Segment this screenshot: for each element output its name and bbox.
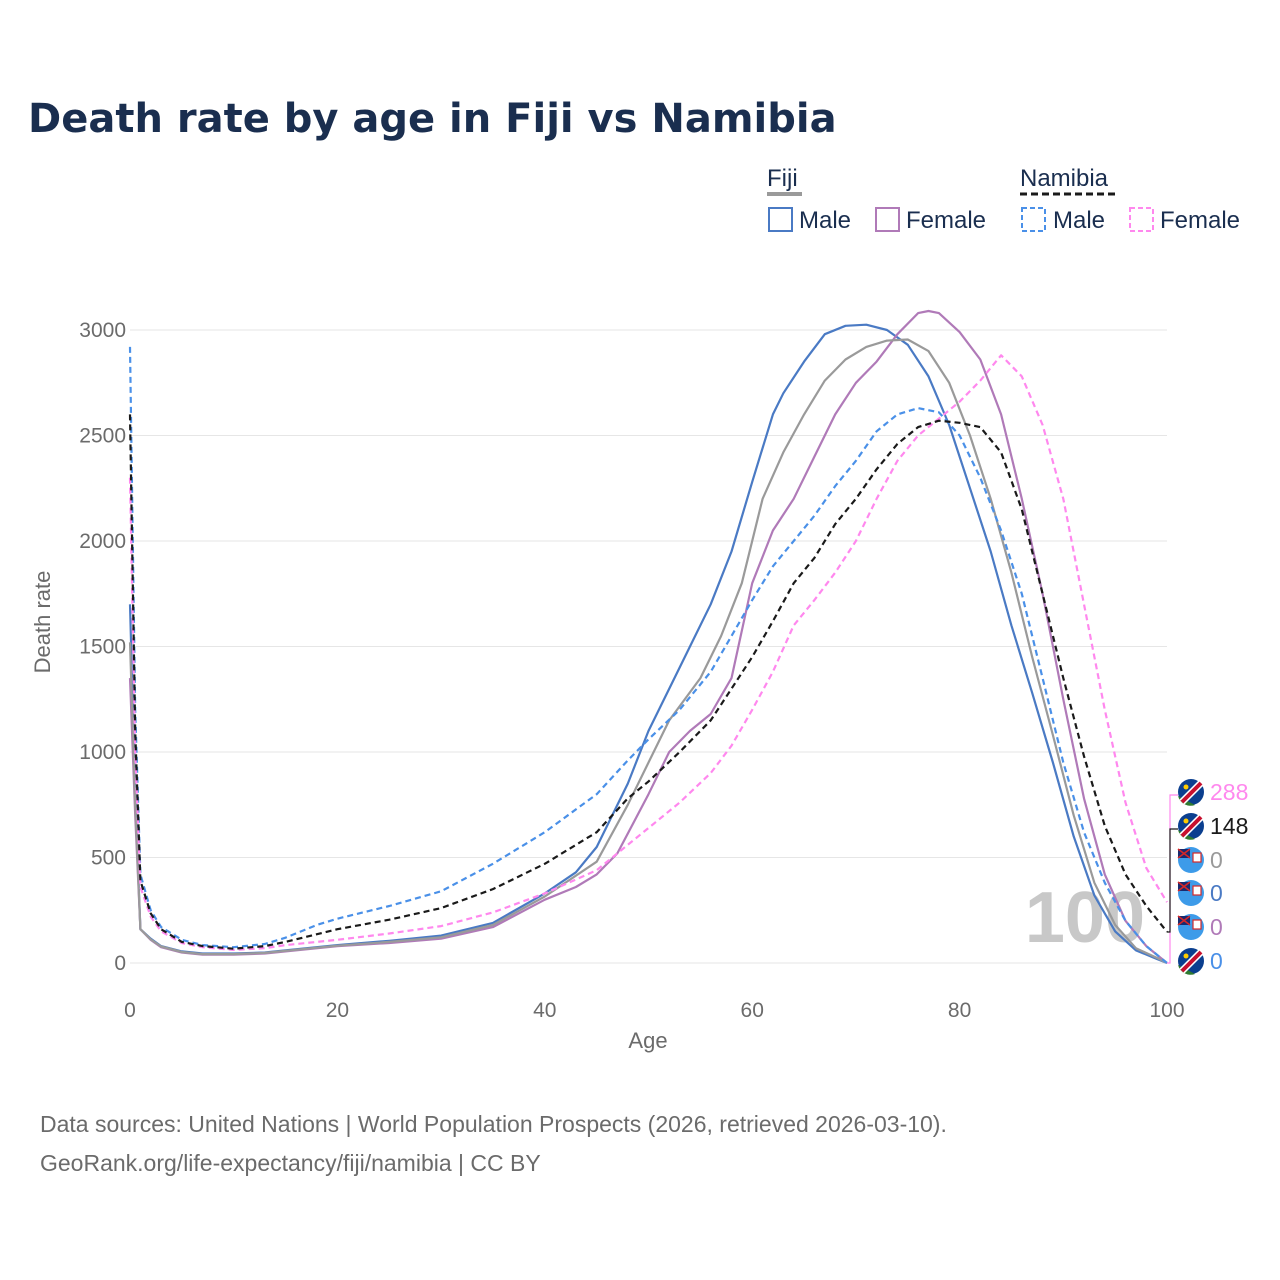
end-label-fiji-female: 0 (1177, 914, 1223, 940)
footer-url[interactable]: GeoRank.org/life-expectancy/fiji/namibia… (40, 1150, 541, 1176)
end-label-fiji-male: 0 (1177, 880, 1223, 906)
series-line-fiji-female[interactable] (128, 309, 1168, 964)
end-label-namibia-total: 148 (1178, 813, 1248, 840)
end-label-namibia-female: 288 (1178, 779, 1248, 806)
y-tick-label-500: 500 (91, 847, 126, 870)
end-value-fiji-total: 0 (1210, 847, 1223, 873)
fiji-flag-shield (1192, 919, 1202, 930)
legend-group-namibia: Namibia (1020, 165, 1109, 192)
legend-group-fiji: Fiji (767, 165, 798, 192)
x-tick-label-60: 60 (741, 999, 764, 1022)
series-lines (128, 309, 1168, 965)
legend-label-fiji-female: Female (906, 207, 986, 234)
footer-sources: Data sources: United Nations | World Pop… (40, 1111, 947, 1137)
legend-label-namibia-female: Female (1160, 207, 1240, 234)
series-line-namibia-male[interactable] (128, 346, 1168, 964)
legend: Fiji Namibia Male Female Male Female (767, 165, 1240, 234)
connector-namibia-female (1167, 794, 1178, 964)
y-axis-ticks: 0 500 1000 1500 2000 2500 3000 (79, 319, 126, 975)
legend-swatch-fiji-male (768, 207, 793, 232)
legend-swatch-fiji-female (875, 207, 900, 232)
age-watermark: 100 (1025, 878, 1145, 958)
y-tick-label-1000: 1000 (79, 741, 126, 764)
chart-title: Death rate by age in Fiji vs Namibia (28, 96, 837, 142)
y-tick-label-3000: 3000 (79, 319, 126, 342)
namibia-flag-sun (1183, 953, 1189, 959)
x-tick-label-100: 100 (1149, 999, 1184, 1022)
end-value-namibia-male: 0 (1210, 948, 1223, 974)
end-label-fiji-total: 0 (1177, 847, 1223, 873)
legend-swatch-namibia-male (1021, 207, 1046, 232)
fiji-flag-cross (1177, 848, 1191, 859)
namibia-flag-red (1180, 950, 1203, 973)
end-label-namibia-male: 0 (1178, 948, 1223, 975)
y-tick-label-2500: 2500 (79, 425, 126, 448)
x-tick-label-0: 0 (124, 999, 136, 1022)
legend-item-fiji-male[interactable]: Male (768, 207, 851, 234)
x-axis-ticks: 0 20 40 60 80 100 (124, 999, 1184, 1022)
y-tick-label-2000: 2000 (79, 530, 126, 553)
fiji-flag-shield (1192, 885, 1202, 896)
legend-label-fiji-male: Male (799, 207, 851, 234)
namibia-flag-red (1180, 781, 1203, 804)
series-line-fiji-total[interactable] (128, 338, 1168, 964)
legend-item-namibia-female[interactable]: Female (1129, 207, 1240, 234)
y-tick-label-0: 0 (114, 952, 126, 975)
end-value-fiji-male: 0 (1210, 880, 1223, 906)
legend-item-namibia-male[interactable]: Male (1021, 207, 1105, 234)
legend-label-namibia-male: Male (1053, 207, 1105, 234)
connector-namibia-total (1167, 828, 1178, 933)
end-value-fiji-female: 0 (1210, 914, 1223, 940)
x-tick-label-80: 80 (948, 999, 971, 1022)
end-value-namibia-female: 288 (1210, 779, 1248, 805)
series-line-fiji-male[interactable] (128, 323, 1168, 965)
fiji-flag-cross (1177, 881, 1191, 892)
x-axis-label: Age (628, 1028, 667, 1053)
namibia-flag-sun (1183, 818, 1189, 824)
fiji-flag-shield (1192, 852, 1202, 863)
y-tick-label-1500: 1500 (79, 636, 126, 659)
x-tick-label-20: 20 (326, 999, 349, 1022)
series-line-namibia-female[interactable] (128, 354, 1168, 951)
fiji-flag-cross (1177, 915, 1191, 926)
series-line-namibia-total[interactable] (128, 414, 1168, 950)
x-tick-label-40: 40 (533, 999, 556, 1022)
legend-item-fiji-female[interactable]: Female (875, 207, 986, 234)
legend-swatch-namibia-female (1129, 207, 1154, 232)
end-value-namibia-total: 148 (1210, 813, 1248, 839)
gridlines (130, 329, 1167, 964)
end-labels: 288 148 0 0 0 0 (1167, 779, 1248, 975)
y-axis-label: Death rate (30, 571, 55, 674)
namibia-flag-red (1180, 815, 1203, 838)
namibia-flag-sun (1183, 784, 1189, 790)
